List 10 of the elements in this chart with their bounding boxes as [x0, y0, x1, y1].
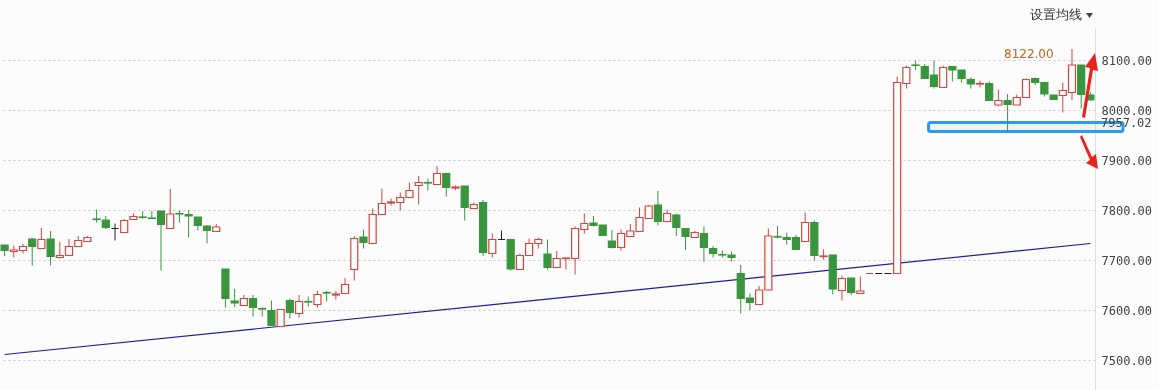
- annotation: 8122.00: [1004, 47, 1054, 61]
- y-tick-label: 7600.00: [1101, 303, 1153, 318]
- y-tick-label: 7800.00: [1101, 203, 1153, 218]
- y-tick-label: 7700.00: [1101, 253, 1153, 268]
- text: 设置均线: [1030, 6, 1082, 24]
- y-tick-label: 7500.00: [1101, 353, 1153, 368]
- y-tick-label: 7900.00: [1101, 153, 1153, 168]
- y-tick-label: 8100.00: [1101, 53, 1153, 68]
- y-tick-label: 8000.00: [1101, 103, 1153, 118]
- band-label: 7957.02: [1101, 115, 1152, 130]
